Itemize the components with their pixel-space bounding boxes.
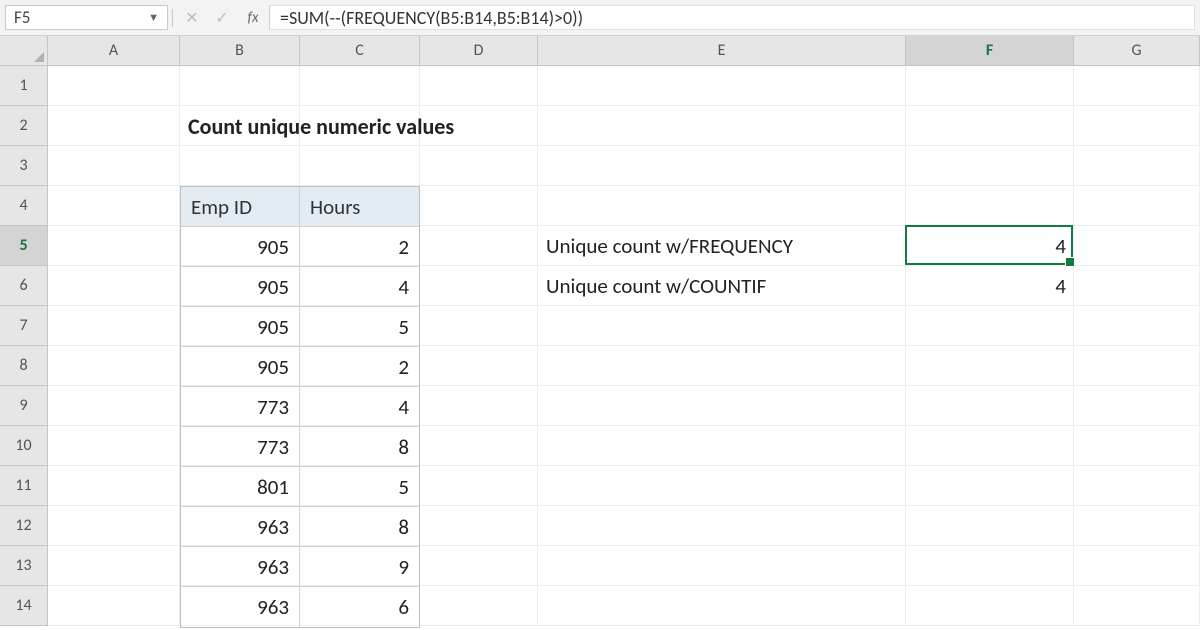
row-header-4[interactable]: 4 bbox=[0, 186, 48, 226]
spreadsheet: ABCDEFG 1234567891011121314 Count unique… bbox=[0, 36, 1200, 630]
formula-bar: F5 ▼ ✕ ✓ fx =SUM(--(FREQUENCY(B5:B14,B5:… bbox=[0, 0, 1200, 36]
row-header-1[interactable]: 1 bbox=[0, 66, 48, 106]
col-header-F[interactable]: F bbox=[906, 36, 1074, 66]
table-cell[interactable]: 8 bbox=[300, 427, 419, 467]
name-box-value: F5 bbox=[14, 7, 30, 28]
select-all-corner[interactable] bbox=[0, 36, 48, 66]
table-cell[interactable]: 905 bbox=[181, 347, 300, 387]
row-header-5[interactable]: 5 bbox=[0, 226, 48, 266]
row-header-8[interactable]: 8 bbox=[0, 346, 48, 386]
fx-icon[interactable]: fx bbox=[237, 0, 269, 35]
row-header-14[interactable]: 14 bbox=[0, 586, 48, 626]
dropdown-icon[interactable]: ▼ bbox=[148, 11, 159, 24]
table-cell[interactable]: 773 bbox=[181, 427, 300, 467]
table-cell[interactable]: 963 bbox=[181, 507, 300, 547]
table-cell[interactable]: 9 bbox=[300, 547, 419, 587]
table-cell[interactable]: 2 bbox=[300, 347, 419, 387]
formula-text: =SUM(--(FREQUENCY(B5:B14,B5:B14)>0)) bbox=[280, 7, 583, 29]
divider bbox=[168, 0, 177, 35]
table-header[interactable]: Hours bbox=[300, 187, 419, 227]
table-cell[interactable]: 6 bbox=[300, 587, 419, 627]
table-cell[interactable]: 963 bbox=[181, 587, 300, 627]
result-label[interactable]: Unique count w/FREQUENCY bbox=[538, 226, 906, 266]
table-cell[interactable]: 905 bbox=[181, 307, 300, 347]
table-cell[interactable]: 773 bbox=[181, 387, 300, 427]
row-header-6[interactable]: 6 bbox=[0, 266, 48, 306]
row-header-11[interactable]: 11 bbox=[0, 466, 48, 506]
table-cell[interactable]: 801 bbox=[181, 467, 300, 507]
result-label[interactable]: Unique count w/COUNTIF bbox=[538, 266, 906, 306]
col-header-A[interactable]: A bbox=[48, 36, 180, 66]
table-cell[interactable]: 905 bbox=[181, 227, 300, 267]
table-cell[interactable]: 905 bbox=[181, 267, 300, 307]
table-cell[interactable]: 5 bbox=[300, 307, 419, 347]
name-box[interactable]: F5 ▼ bbox=[5, 5, 168, 30]
col-header-D[interactable]: D bbox=[420, 36, 538, 66]
table-header[interactable]: Emp ID bbox=[181, 187, 300, 227]
cancel-icon[interactable]: ✕ bbox=[177, 0, 207, 35]
table-cell[interactable]: 963 bbox=[181, 547, 300, 587]
row-headers: 1234567891011121314 bbox=[0, 66, 48, 630]
table-cell[interactable]: 5 bbox=[300, 467, 419, 507]
page-title: Count unique numeric values bbox=[180, 106, 780, 146]
result-value[interactable]: 4 bbox=[906, 226, 1074, 266]
col-header-G[interactable]: G bbox=[1074, 36, 1200, 66]
grid-body[interactable]: Count unique numeric valuesEmp IDHours90… bbox=[48, 66, 1200, 630]
enter-icon[interactable]: ✓ bbox=[207, 0, 237, 35]
data-table: Emp IDHours90529054905590527734773880159… bbox=[180, 186, 420, 628]
col-header-E[interactable]: E bbox=[538, 36, 906, 66]
formula-input[interactable]: =SUM(--(FREQUENCY(B5:B14,B5:B14)>0)) bbox=[269, 5, 1195, 30]
row-header-13[interactable]: 13 bbox=[0, 546, 48, 586]
row-header-2[interactable]: 2 bbox=[0, 106, 48, 146]
table-cell[interactable]: 8 bbox=[300, 507, 419, 547]
row-header-3[interactable]: 3 bbox=[0, 146, 48, 186]
row-header-7[interactable]: 7 bbox=[0, 306, 48, 346]
result-value[interactable]: 4 bbox=[906, 266, 1074, 306]
row-header-10[interactable]: 10 bbox=[0, 426, 48, 466]
col-header-C[interactable]: C bbox=[300, 36, 420, 66]
table-cell[interactable]: 4 bbox=[300, 387, 419, 427]
table-cell[interactable]: 4 bbox=[300, 267, 419, 307]
table-cell[interactable]: 2 bbox=[300, 227, 419, 267]
row-header-12[interactable]: 12 bbox=[0, 506, 48, 546]
row-header-9[interactable]: 9 bbox=[0, 386, 48, 426]
column-headers: ABCDEFG bbox=[48, 36, 1200, 66]
col-header-B[interactable]: B bbox=[180, 36, 300, 66]
